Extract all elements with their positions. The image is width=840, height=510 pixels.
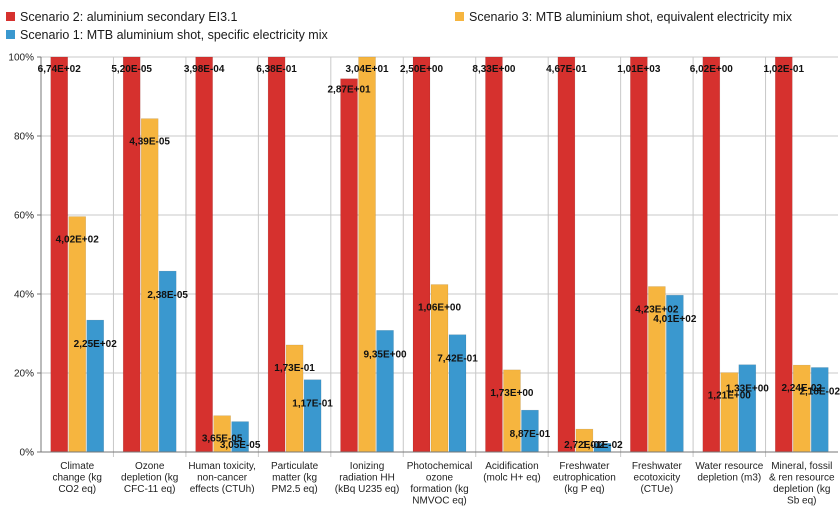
data-label-series-3: 9,35E+00 bbox=[363, 349, 407, 360]
legend-label-2: Scenario 3: MTB aluminium shot, equivale… bbox=[469, 10, 793, 24]
data-label-series-3: 1,01E-02 bbox=[582, 440, 623, 451]
x-tick-label: Particulate matter (kg PM2.5 eq) bbox=[271, 461, 319, 495]
data-label-series-2: 3,65E-05 bbox=[202, 434, 243, 445]
data-label-series-3: 1,17E-01 bbox=[292, 399, 333, 410]
x-tick-label: Mineral, fossil & ren resource depletion (… bbox=[769, 461, 835, 507]
y-tick-label: 60% bbox=[14, 211, 34, 222]
data-label-series-1: 6,02E+00 bbox=[690, 64, 734, 75]
data-label-series-3: 2,38E-05 bbox=[147, 290, 188, 301]
data-labels: 6,74E+02 4,02E+02 2,25E+02 5,20E-05 4,39E-05… bbox=[38, 64, 840, 451]
data-label-series-3: 4,01E+02 bbox=[653, 314, 697, 325]
legend-swatch-2 bbox=[455, 12, 464, 21]
x-tick-label: Human toxicity, non-cancer effects (CTUh) bbox=[188, 461, 256, 495]
axes: 0% 20% 40% 60% 80% 100% Climate change (kg CO2 e… bbox=[8, 53, 838, 507]
data-label-series-3: 2,18E-02 bbox=[799, 386, 840, 397]
bar-series-1 bbox=[122, 56, 141, 453]
data-label-series-3: 1,33E+00 bbox=[726, 384, 770, 395]
data-label-series-2: 4,02E+02 bbox=[56, 235, 100, 246]
data-label-series-2: 1,21E+00 bbox=[708, 391, 752, 402]
data-label-series-1: 2,50E+00 bbox=[400, 64, 444, 75]
data-label-series-3: 3,05E-05 bbox=[220, 440, 261, 451]
x-tick-label: Ionizing radiation HH (kBq U235 eq) bbox=[335, 461, 399, 495]
data-label-series-2: 3,04E+01 bbox=[345, 64, 389, 75]
bar-series-1 bbox=[630, 56, 648, 453]
bar-series-1 bbox=[340, 78, 358, 453]
data-label-series-2: 1,06E+00 bbox=[418, 303, 462, 314]
data-label-series-1: 2,87E+01 bbox=[327, 85, 371, 96]
bar-series-3 bbox=[448, 334, 467, 453]
x-tick-label: Photochemical ozone formation (kg NMVOC eq) bbox=[407, 461, 473, 507]
y-tick-label: 40% bbox=[14, 290, 34, 301]
x-tick-label: Climate change (kg CO2 eq) bbox=[52, 461, 101, 495]
bar-series-1 bbox=[195, 56, 213, 453]
legend: Scenario 2: aluminium secondary EI3.1 Sce… bbox=[6, 10, 793, 42]
bar-series-1 bbox=[267, 56, 286, 453]
bar-series-1 bbox=[50, 56, 68, 453]
data-label-series-1: 5,20E-05 bbox=[111, 64, 152, 75]
x-tick-label: Ozone depletion (kg CFC-11 eq) bbox=[121, 461, 178, 495]
data-label-series-3: 8,87E-01 bbox=[510, 429, 551, 440]
bar-series-1 bbox=[557, 56, 576, 453]
data-label-series-1: 6,38E-01 bbox=[256, 64, 297, 75]
bar-series-2 bbox=[358, 56, 376, 453]
y-tick-label: 0% bbox=[20, 448, 35, 459]
data-label-series-3: 7,42E-01 bbox=[437, 354, 478, 365]
bar-series-3 bbox=[738, 364, 757, 453]
data-label-series-1: 3,98E-04 bbox=[184, 64, 225, 75]
data-label-series-2: 1,73E+00 bbox=[490, 388, 534, 399]
y-tick-label: 80% bbox=[14, 132, 34, 143]
y-tick-label: 20% bbox=[14, 369, 34, 380]
legend-swatch-1 bbox=[6, 12, 15, 21]
data-label-series-1: 1,01E+03 bbox=[617, 64, 661, 75]
bar-series-3 bbox=[811, 367, 829, 453]
data-label-series-2: 2,24E-02 bbox=[781, 383, 822, 394]
bars bbox=[50, 56, 829, 453]
data-label-series-2: 2,72E-02 bbox=[564, 440, 605, 451]
x-tick-label: Water resource depletion (m3) bbox=[695, 461, 763, 484]
x-tick-label: Freshwater ecotoxicity (CTUe) bbox=[632, 461, 683, 495]
legend-swatch-3 bbox=[6, 30, 15, 39]
bar-series-2 bbox=[68, 216, 86, 453]
x-tick-label: Acidification (molc H+ eq) bbox=[483, 461, 541, 484]
data-label-series-2: 4,39E-05 bbox=[129, 137, 170, 148]
data-label-series-2: 4,23E+02 bbox=[635, 304, 679, 315]
x-tick-label: Freshwater eutrophication (kg P eq) bbox=[553, 461, 616, 495]
data-label-series-1: 8,33E+00 bbox=[472, 64, 516, 75]
data-label-series-2: 1,73E-01 bbox=[274, 363, 315, 374]
bar-series-2 bbox=[793, 364, 811, 453]
data-label-series-1: 6,74E+02 bbox=[38, 64, 82, 75]
bar-series-3 bbox=[303, 379, 322, 453]
data-label-series-1: 4,67E-01 bbox=[546, 64, 587, 75]
y-tick-label: 100% bbox=[8, 53, 34, 64]
bar-series-2 bbox=[140, 118, 159, 453]
bar-series-1 bbox=[412, 56, 431, 453]
data-label-series-1: 1,02E-01 bbox=[763, 64, 804, 75]
legend-label-1: Scenario 2: aluminium secondary EI3.1 bbox=[20, 10, 238, 24]
legend-label-3: Scenario 1: MTB aluminium shot, specific… bbox=[20, 28, 328, 42]
data-label-series-3: 2,25E+02 bbox=[74, 339, 118, 350]
